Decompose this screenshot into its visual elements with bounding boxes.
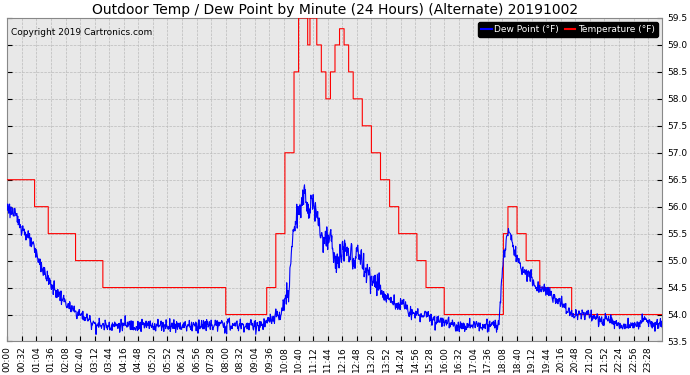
Title: Outdoor Temp / Dew Point by Minute (24 Hours) (Alternate) 20191002: Outdoor Temp / Dew Point by Minute (24 H… <box>92 3 578 17</box>
Legend: Dew Point (°F), Temperature (°F): Dew Point (°F), Temperature (°F) <box>478 22 658 37</box>
Text: Copyright 2019 Cartronics.com: Copyright 2019 Cartronics.com <box>10 28 152 37</box>
